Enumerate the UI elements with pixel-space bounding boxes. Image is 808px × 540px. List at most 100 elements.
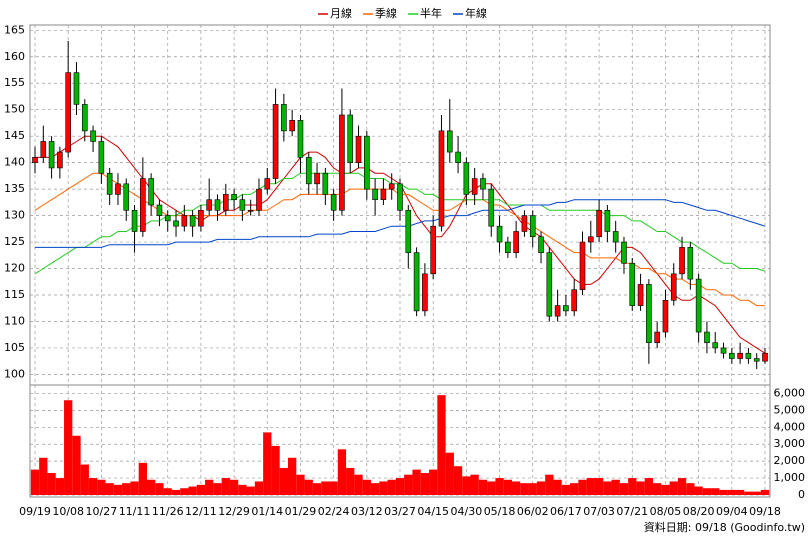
volume-bar: [719, 489, 728, 495]
volume-bar: [113, 484, 123, 495]
x-tick-label: 12/11: [185, 505, 217, 518]
candle-body: [463, 162, 470, 195]
candle-body: [247, 209, 254, 212]
volume-bar: [97, 479, 106, 495]
x-tick-label: 12/29: [218, 505, 250, 518]
candle-body: [65, 72, 71, 153]
volume-bar: [329, 481, 338, 495]
candle-body: [115, 183, 121, 195]
y-tick-label: 120: [4, 262, 25, 275]
candle-body: [604, 209, 611, 232]
volume-bar: [229, 479, 239, 495]
candle-body: [729, 352, 735, 359]
candle-body: [264, 178, 271, 190]
volume-bar: [171, 489, 181, 495]
volume-bar: [553, 479, 562, 495]
candle-body: [330, 194, 337, 211]
volume-bar: [387, 479, 396, 495]
y-tick-label: 140: [4, 156, 25, 169]
volume-bar: [694, 486, 703, 495]
volume-bar: [611, 479, 620, 495]
y-tick-label: 155: [4, 76, 25, 89]
y2-tick-label: 0: [798, 488, 805, 501]
candle-body: [637, 284, 644, 306]
volume-bar: [288, 457, 297, 495]
y2-tick-label: 5,000: [774, 403, 806, 416]
candle-body: [239, 199, 246, 211]
x-tick-label: 06/02: [517, 505, 549, 518]
candle-body: [214, 199, 221, 211]
candle-body: [397, 183, 403, 211]
volume-bar: [39, 457, 48, 495]
volume-bar: [503, 479, 512, 495]
candle-body: [364, 135, 370, 190]
x-tick-label: 01/29: [285, 505, 317, 518]
candle-body: [745, 352, 752, 359]
y-tick-label: 165: [4, 23, 25, 36]
x-tick-label: 09/04: [716, 505, 748, 518]
candle-body: [131, 209, 138, 232]
x-tick-label: 08/20: [683, 505, 715, 518]
volume-bar: [545, 474, 554, 495]
volume-bar: [88, 478, 98, 495]
candle-body: [206, 199, 213, 211]
candle-body: [521, 215, 528, 232]
legend-label: 季線: [375, 6, 397, 20]
candle-body: [596, 209, 602, 238]
volume-bar: [279, 467, 289, 495]
x-tick-label: 11/26: [152, 505, 184, 518]
candle-body: [272, 104, 279, 179]
volume-bar: [80, 464, 89, 495]
legend-label: 月線: [330, 6, 352, 20]
volume-bar: [677, 478, 687, 495]
x-tick-label: 03/12: [351, 505, 383, 518]
candle-body: [57, 151, 63, 169]
y-tick-label: 160: [4, 50, 25, 63]
x-tick-label: 08/05: [650, 505, 682, 518]
candle-body: [231, 194, 237, 201]
volume-bar: [412, 469, 421, 495]
volume-bar: [462, 476, 471, 495]
volume-bar: [669, 481, 678, 495]
candle-body: [98, 141, 105, 174]
volume-bar: [628, 478, 637, 495]
x-tick-label: 07/21: [616, 505, 648, 518]
candle-body: [156, 204, 163, 216]
volume-bar: [619, 483, 629, 495]
y2-tick-label: 6,000: [774, 386, 806, 399]
volume-bar: [487, 481, 496, 495]
volume-bar: [321, 481, 330, 495]
candle-body: [314, 172, 320, 185]
candle-body: [488, 188, 495, 227]
candle-body: [322, 172, 329, 195]
y2-tick-label: 2,000: [774, 454, 806, 467]
candle-body: [48, 141, 55, 169]
y2-tick-label: 3,000: [774, 437, 806, 450]
volume-bar: [686, 483, 695, 495]
candle-body: [81, 104, 88, 132]
candle-body: [281, 104, 287, 132]
candle-body: [222, 194, 229, 211]
y-tick-label: 145: [4, 129, 25, 142]
candle-body: [289, 119, 295, 132]
candle-body: [505, 241, 511, 253]
x-tick-label: 04/30: [451, 505, 483, 518]
candle-body: [90, 130, 96, 142]
volume-bar: [254, 481, 264, 495]
candle-body: [720, 347, 727, 354]
footer: 資料日期: 09/18 (Goodinfo.tw): [644, 520, 805, 534]
volume-bar: [304, 479, 313, 495]
candle-body: [413, 252, 420, 312]
volume-bar: [661, 484, 670, 495]
volume-bar: [55, 478, 65, 495]
candle-body: [513, 231, 519, 253]
volume-bar: [130, 481, 139, 495]
legend-label: 年線: [465, 6, 487, 20]
candle-body: [32, 157, 38, 163]
volume-bar: [735, 489, 745, 495]
volume-bar: [395, 478, 405, 495]
volume-bar: [138, 462, 147, 495]
volume-bar: [105, 483, 114, 495]
candle-body: [753, 358, 760, 362]
y2-tick-label: 4,000: [774, 420, 806, 433]
